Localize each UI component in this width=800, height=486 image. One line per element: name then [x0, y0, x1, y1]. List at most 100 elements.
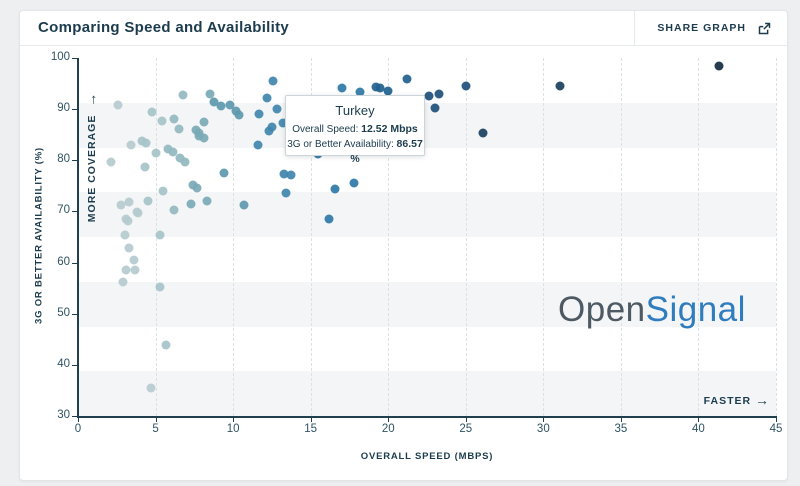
- data-point[interactable]: [286, 170, 295, 180]
- data-point[interactable]: [337, 83, 347, 93]
- data-point[interactable]: [278, 118, 288, 128]
- right-arrow-icon: →: [755, 392, 770, 408]
- data-point[interactable]: [371, 82, 381, 92]
- x-tick-mark: [310, 418, 312, 422]
- faster-annotation: FASTER →: [680, 392, 770, 408]
- data-point[interactable]: [116, 200, 126, 210]
- data-point[interactable]: [174, 124, 184, 134]
- data-point[interactable]: [155, 282, 165, 292]
- data-point[interactable]: [123, 216, 133, 226]
- y-tick-mark: [72, 313, 77, 315]
- tooltip-country: Turkey: [335, 103, 375, 118]
- data-point[interactable]: [194, 131, 204, 141]
- data-point[interactable]: [113, 100, 123, 110]
- data-point[interactable]: [163, 144, 173, 154]
- x-axis-line: [77, 416, 777, 418]
- share-icon[interactable]: [757, 21, 772, 36]
- data-point[interactable]: [133, 208, 143, 218]
- x-tick-label: 5: [152, 423, 159, 435]
- page-title: Comparing Speed and Availability: [38, 19, 290, 36]
- data-point[interactable]: [118, 277, 128, 287]
- data-point[interactable]: [253, 140, 263, 150]
- data-point[interactable]: [262, 93, 272, 103]
- x-tick-mark: [776, 418, 777, 422]
- x-tick-mark: [543, 418, 545, 422]
- data-point[interactable]: [478, 128, 488, 138]
- share-graph-label[interactable]: SHARE GRAPH: [657, 22, 746, 34]
- data-point[interactable]: [106, 157, 116, 167]
- data-point[interactable]: [330, 184, 340, 194]
- data-point[interactable]: [234, 110, 244, 120]
- data-point[interactable]: [461, 81, 471, 91]
- data-point[interactable]: [355, 87, 365, 97]
- data-point[interactable]: [155, 230, 165, 240]
- data-point[interactable]: [137, 136, 147, 146]
- data-point[interactable]: [219, 168, 229, 178]
- x-tick-mark: [465, 418, 467, 422]
- data-point[interactable]: [555, 81, 565, 91]
- data-point[interactable]: [424, 91, 434, 101]
- data-point[interactable]: [202, 196, 212, 206]
- data-point[interactable]: [430, 103, 440, 113]
- data-point[interactable]: [141, 138, 151, 148]
- data-point[interactable]: [714, 61, 724, 71]
- data-point[interactable]: [180, 157, 190, 167]
- data-point[interactable]: [434, 89, 444, 99]
- data-point[interactable]: [146, 383, 156, 393]
- data-point[interactable]: [225, 100, 235, 110]
- data-point[interactable]: [161, 340, 171, 350]
- data-point[interactable]: [349, 178, 359, 188]
- gridline: [543, 58, 545, 416]
- data-point[interactable]: [279, 169, 289, 179]
- data-point[interactable]: [129, 255, 139, 264]
- y-tick-mark: [72, 58, 77, 59]
- x-tick-label: 20: [381, 423, 395, 435]
- data-point[interactable]: [140, 162, 150, 172]
- opensignal-watermark: OpenSignal: [558, 290, 746, 330]
- share-graph-button[interactable]: SHARE GRAPH: [634, 11, 787, 45]
- y-tick-label: 90: [57, 102, 70, 115]
- data-point[interactable]: [169, 205, 179, 215]
- data-point[interactable]: [264, 126, 274, 136]
- data-point[interactable]: [383, 86, 393, 96]
- data-point[interactable]: [272, 104, 282, 114]
- data-point[interactable]: [151, 148, 161, 158]
- data-point[interactable]: [402, 74, 412, 84]
- data-point[interactable]: [175, 153, 185, 163]
- data-point[interactable]: [188, 180, 198, 190]
- data-point[interactable]: [126, 140, 136, 150]
- data-point[interactable]: [186, 199, 196, 209]
- chart-card: Comparing Speed and Availability SHARE G…: [19, 10, 788, 481]
- data-point[interactable]: [199, 133, 209, 143]
- y-tick-label: 50: [57, 306, 70, 319]
- data-point[interactable]: [147, 107, 157, 117]
- data-point[interactable]: [205, 89, 215, 99]
- x-tick-mark: [698, 418, 700, 422]
- data-point[interactable]: [124, 197, 134, 207]
- data-point[interactable]: [375, 83, 385, 93]
- data-point[interactable]: [192, 183, 202, 193]
- background-band: [78, 192, 776, 237]
- data-point[interactable]: [254, 109, 264, 119]
- gridline: [776, 58, 777, 416]
- gridline: [465, 58, 467, 416]
- data-point[interactable]: [143, 196, 153, 206]
- data-point[interactable]: [178, 90, 188, 100]
- data-point[interactable]: [157, 116, 167, 126]
- data-point[interactable]: [268, 76, 278, 85]
- data-point[interactable]: [199, 117, 209, 127]
- data-point[interactable]: [216, 101, 226, 111]
- data-point-turkey[interactable]: [267, 122, 277, 132]
- data-point[interactable]: [130, 265, 140, 275]
- data-point[interactable]: [158, 186, 168, 196]
- faster-label: FASTER: [703, 395, 752, 407]
- data-point[interactable]: [324, 214, 334, 224]
- data-point[interactable]: [121, 265, 131, 275]
- data-point[interactable]: [169, 114, 179, 124]
- data-point[interactable]: [209, 97, 219, 107]
- data-point[interactable]: [120, 230, 130, 240]
- data-point[interactable]: [168, 147, 178, 157]
- data-point[interactable]: [124, 243, 134, 253]
- data-point[interactable]: [239, 200, 249, 210]
- data-point[interactable]: [281, 188, 291, 198]
